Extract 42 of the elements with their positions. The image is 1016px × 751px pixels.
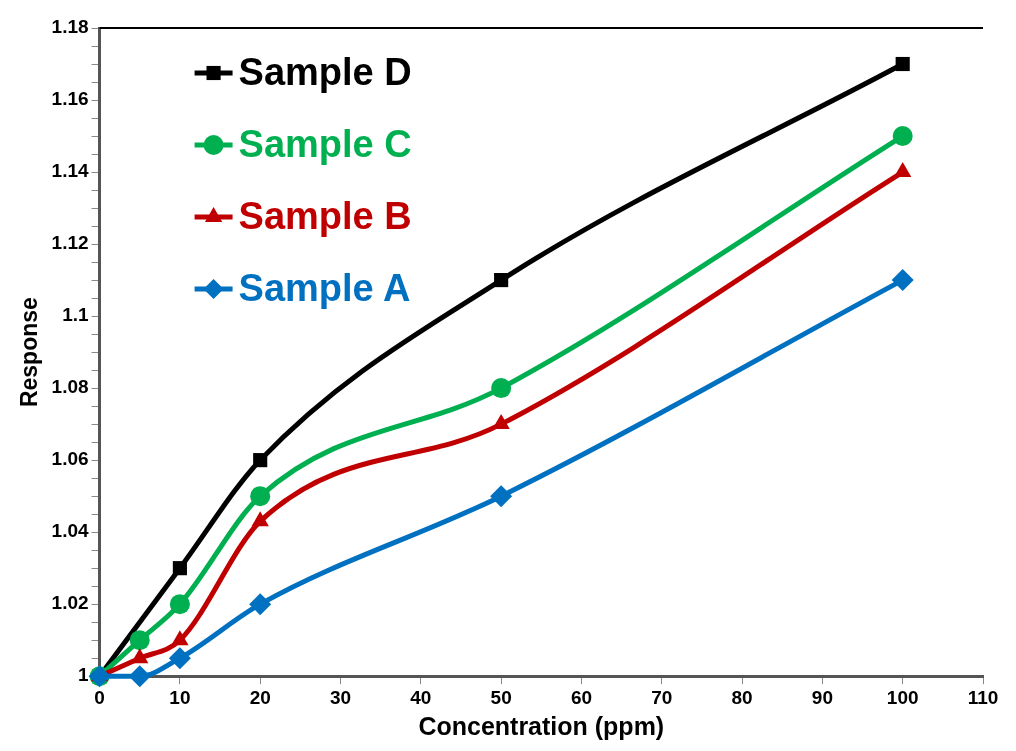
point <box>172 561 187 576</box>
x-tick-label: 110 <box>967 686 999 708</box>
point <box>895 56 910 72</box>
legend-label: Sample B <box>238 195 412 238</box>
x-tick-label: 0 <box>94 686 105 708</box>
y-tick-label: 1.02 <box>51 592 89 614</box>
point <box>491 378 512 399</box>
point <box>129 630 150 651</box>
x-tick-label: 80 <box>731 686 753 708</box>
y-tick-label: 1.12 <box>51 232 89 254</box>
point <box>249 593 272 616</box>
x-tick-label: 100 <box>886 686 919 708</box>
x-tick-label: 40 <box>410 686 432 708</box>
point <box>490 485 513 508</box>
legend-label: Sample A <box>238 267 411 310</box>
x-tick-label: 30 <box>329 686 352 708</box>
y-tick-label: 1.14 <box>51 160 90 182</box>
point <box>891 269 914 292</box>
x-tick-label: 20 <box>249 686 271 708</box>
y-tick-label: 1 <box>78 664 89 686</box>
point <box>168 647 191 670</box>
y-tick-label: 1.1 <box>62 304 89 326</box>
y-tick-label: 1.16 <box>51 88 89 110</box>
point <box>128 665 151 688</box>
y-tick-label: 1.08 <box>51 376 89 398</box>
point <box>892 126 913 147</box>
point <box>494 273 509 288</box>
x-tick-label: 10 <box>169 686 191 708</box>
y-tick-label: 1.06 <box>51 448 89 470</box>
x-tick-label: 70 <box>651 686 673 708</box>
y-tick-label: 1.04 <box>51 520 90 542</box>
y-tick-label: 1.18 <box>51 16 89 38</box>
point <box>253 453 268 468</box>
x-tick-label: 50 <box>490 686 512 708</box>
legend-label: Sample C <box>238 123 412 166</box>
y-axis-title: Response <box>16 297 43 408</box>
x-axis-title: Concentration (ppm) <box>418 711 665 740</box>
x-tick-label: 60 <box>570 686 593 708</box>
point <box>169 594 190 615</box>
x-tick-label: 90 <box>811 686 833 708</box>
legend-label: Sample D <box>238 51 412 94</box>
point <box>250 486 271 507</box>
